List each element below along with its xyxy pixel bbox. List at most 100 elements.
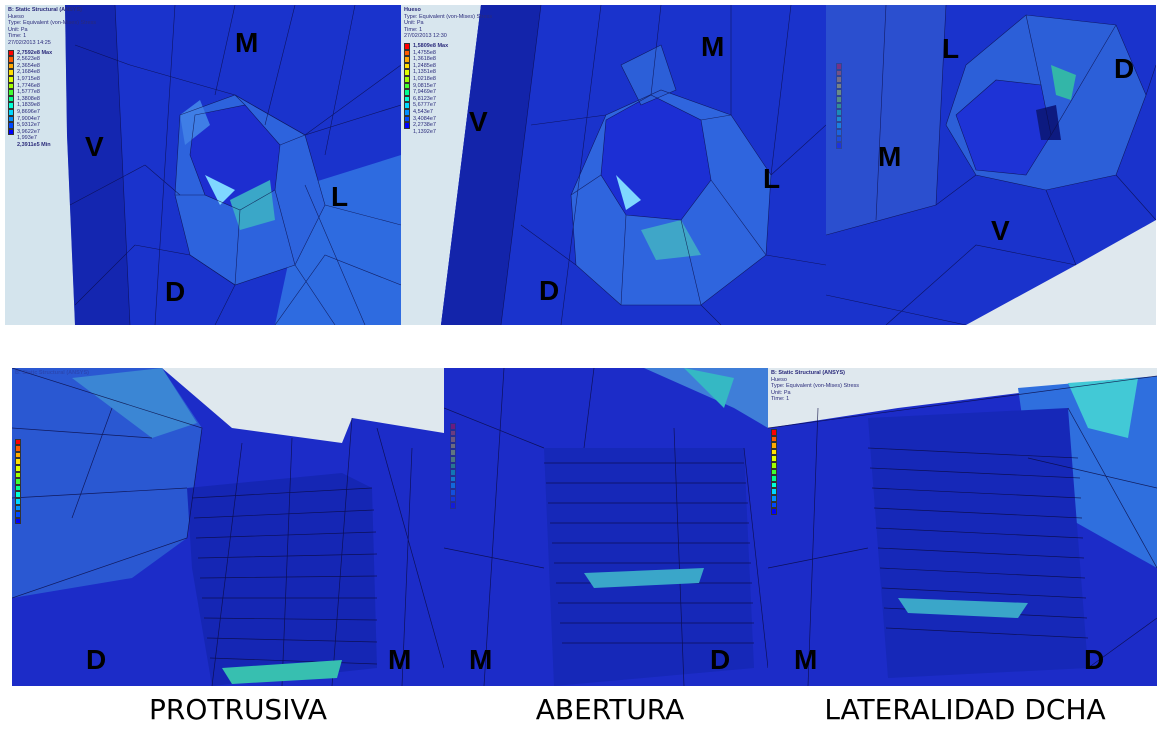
- orientation-label-d: D: [1084, 644, 1105, 675]
- caption-lateralidad-dcha: LATERALIDAD DCHA: [824, 693, 1106, 726]
- color-swatch: [15, 458, 21, 465]
- color-swatch: [15, 478, 21, 485]
- color-swatch: [836, 76, 842, 83]
- color-swatch: [771, 488, 777, 495]
- legend-max-label: 1,5809e8 Max: [413, 42, 449, 49]
- color-swatch: [771, 501, 777, 509]
- color-swatch: [8, 69, 14, 76]
- orientation-label-v: V: [991, 215, 1010, 246]
- color-swatch: [450, 423, 456, 430]
- color-swatch: [836, 128, 842, 136]
- legend-line: 27/02/2013 12:30: [404, 33, 447, 40]
- color-swatch: [836, 142, 842, 149]
- legend-tick: 9,0815e7: [413, 82, 436, 89]
- legend-tick: 1,5777e8: [17, 89, 40, 96]
- legend-min-label: 2,3911e5 Min: [17, 141, 51, 148]
- color-swatch: [404, 122, 410, 129]
- legend-header: Hueso Type: Equivalent (von-Mises) Stres…: [404, 7, 492, 40]
- color-swatch: [836, 122, 842, 129]
- color-swatch: [450, 488, 456, 496]
- legend-line: Time: 1: [8, 33, 27, 40]
- legend-line: Hueso: [8, 13, 24, 20]
- orientation-label-d: D: [165, 276, 186, 307]
- legend-tick: 2,5623e8: [17, 56, 40, 63]
- color-legend: Hueso Type: Equivalent (von-Mises) Stres…: [404, 7, 492, 135]
- color-swatch: [836, 63, 842, 70]
- color-swatch: [450, 495, 456, 503]
- legend-tick: 1,3618e8: [413, 56, 436, 63]
- legend-line: Time: 1: [404, 26, 423, 33]
- legend-header: B: Static Structural (ANSYS) Hueso Type:…: [771, 370, 859, 403]
- color-swatch: [15, 511, 21, 518]
- color-swatch: [15, 484, 21, 492]
- color-swatch: [404, 42, 410, 50]
- color-swatch: [771, 455, 777, 462]
- legend-title: B: Static Structural (ANSYS): [15, 370, 89, 376]
- orientation-label-d: D: [710, 644, 731, 675]
- legend-tick: 6,8123e7: [413, 95, 436, 102]
- legend-tick: 1,1839e8: [17, 102, 40, 109]
- legend-max-label: 2,7592e8 Max: [17, 49, 53, 56]
- orientation-label-d: D: [1114, 53, 1135, 84]
- color-swatch: [836, 95, 842, 103]
- color-swatch: [404, 102, 410, 109]
- color-swatch: [8, 95, 14, 103]
- orientation-label-m: M: [235, 27, 259, 58]
- color-swatch: [404, 82, 410, 90]
- orientation-label-l: L: [331, 181, 349, 212]
- mesh-render: [401, 5, 826, 325]
- legend-tick: 1,993e7: [17, 135, 37, 142]
- legend-line: Type: Equivalent (von-Mises) Stress: [771, 383, 860, 390]
- color-scale-bar: [404, 42, 410, 135]
- color-legend: B: Static Structural (ANSYS): [15, 370, 89, 525]
- color-swatch: [771, 494, 777, 502]
- color-swatch: [450, 436, 456, 443]
- legend-tick: 1,9715e8: [17, 75, 40, 82]
- color-swatch: [15, 471, 21, 479]
- color-swatch: [836, 82, 842, 90]
- mesh-render: [826, 5, 1156, 325]
- mesh-render: [12, 368, 444, 686]
- orientation-label-m: M: [878, 141, 902, 172]
- color-swatch: [450, 429, 456, 437]
- legend-tick: 1,0218e8: [413, 75, 436, 82]
- legend-tick: 1,1351e8: [413, 69, 436, 76]
- color-swatch: [836, 102, 842, 110]
- legend-tick: 1,3808e8: [17, 95, 40, 102]
- color-legend: B: Static Structural (ANSYS) Hueso Type:…: [8, 7, 96, 148]
- legend-tick: 1,2485e8: [413, 62, 436, 69]
- color-swatch: [450, 475, 456, 483]
- color-swatch: [771, 428, 777, 436]
- color-swatch: [8, 102, 14, 109]
- color-swatch: [450, 449, 456, 456]
- color-swatch: [836, 69, 842, 77]
- color-swatch: [404, 49, 410, 57]
- color-swatch: [404, 89, 410, 96]
- legend-line: Time: 1: [771, 396, 790, 403]
- legend-title: B: Static Structural (ANSYS): [771, 370, 845, 376]
- color-swatch: [8, 89, 14, 96]
- color-swatch: [450, 502, 456, 509]
- legend-tick: 5,6777e7: [413, 102, 436, 109]
- panel-top-2: Hueso Type: Equivalent (von-Mises) Stres…: [401, 5, 826, 325]
- legend-title: Hueso: [404, 7, 421, 13]
- color-swatch: [404, 115, 410, 123]
- caption-protrusiva: PROTRUSIVA: [149, 693, 327, 726]
- color-swatch: [8, 49, 14, 57]
- legend-tick: 7,9004e7: [17, 115, 40, 122]
- legend-tick: 1,1392e7: [413, 128, 436, 135]
- orientation-label-v: V: [85, 131, 104, 162]
- color-swatch: [404, 75, 410, 83]
- color-swatch: [771, 468, 777, 476]
- panel-bottom-1: B: Static Structural (ANSYS) D M: [12, 368, 444, 686]
- color-swatch: [450, 455, 456, 463]
- orientation-label-l: L: [942, 33, 960, 64]
- color-swatch: [450, 469, 456, 476]
- orientation-label-m: M: [701, 31, 725, 62]
- color-swatch: [450, 482, 456, 489]
- legend-tick: 1,4755e8: [413, 49, 436, 56]
- legend-title: B: Static Structural (ANSYS): [8, 7, 82, 13]
- color-swatch: [771, 435, 777, 443]
- color-swatch: [8, 56, 14, 63]
- color-swatch: [8, 128, 14, 136]
